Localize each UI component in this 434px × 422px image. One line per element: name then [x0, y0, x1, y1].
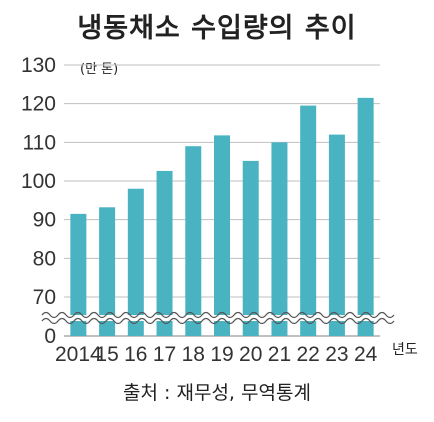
x-tick-label: 22: [297, 343, 320, 366]
chart-title: 냉동채소 수입량의 추이: [77, 13, 357, 44]
axis-break-line: [41, 317, 395, 325]
y-unit-label: (만 톤): [80, 62, 119, 77]
y-tick-label: 100: [21, 170, 56, 193]
bar: [242, 160, 259, 336]
x-tick-label: 15: [95, 343, 118, 366]
axis-break-band: [42, 315, 380, 321]
bar: [328, 134, 345, 336]
bar: [185, 146, 202, 336]
bar: [271, 142, 288, 336]
x-tick-label: 18: [182, 343, 205, 366]
y-tick-label: 90: [33, 209, 56, 232]
bar: [214, 135, 230, 336]
x-tick-label: 23: [325, 343, 348, 366]
bar: [300, 105, 317, 336]
source-note: 출처 : 재무성, 무역통계: [123, 382, 311, 404]
x-tick-label: 2014: [55, 343, 102, 366]
bar: [99, 207, 116, 336]
y-tick-label: 70: [33, 286, 56, 309]
y-tick-label: 80: [33, 247, 56, 270]
x-tick-label: 17: [153, 343, 176, 366]
x-tick-label: 19: [210, 343, 233, 366]
y-tick-label: 0: [44, 325, 56, 348]
y-tick-label: 110: [23, 131, 56, 154]
x-tick-label: 20: [239, 343, 262, 366]
bar: [127, 188, 144, 336]
axis-break-line: [41, 311, 395, 319]
y-tick-label: 130: [21, 54, 56, 77]
x-tick-label: 21: [268, 343, 291, 366]
bar: [357, 97, 374, 336]
x-tick-label: 16: [124, 343, 147, 366]
x-tick-label: 24: [354, 343, 378, 366]
x-unit-label: 년도: [392, 342, 418, 358]
y-tick-label: 120: [21, 93, 56, 116]
bar: [156, 170, 173, 336]
bar: [70, 213, 87, 336]
